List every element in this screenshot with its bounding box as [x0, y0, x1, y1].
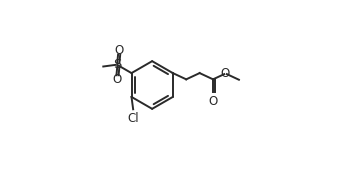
Text: O: O	[208, 95, 218, 108]
Text: O: O	[113, 73, 122, 86]
Text: Cl: Cl	[127, 112, 139, 125]
Text: O: O	[220, 67, 230, 80]
Text: S: S	[113, 58, 121, 71]
Text: O: O	[114, 44, 124, 57]
